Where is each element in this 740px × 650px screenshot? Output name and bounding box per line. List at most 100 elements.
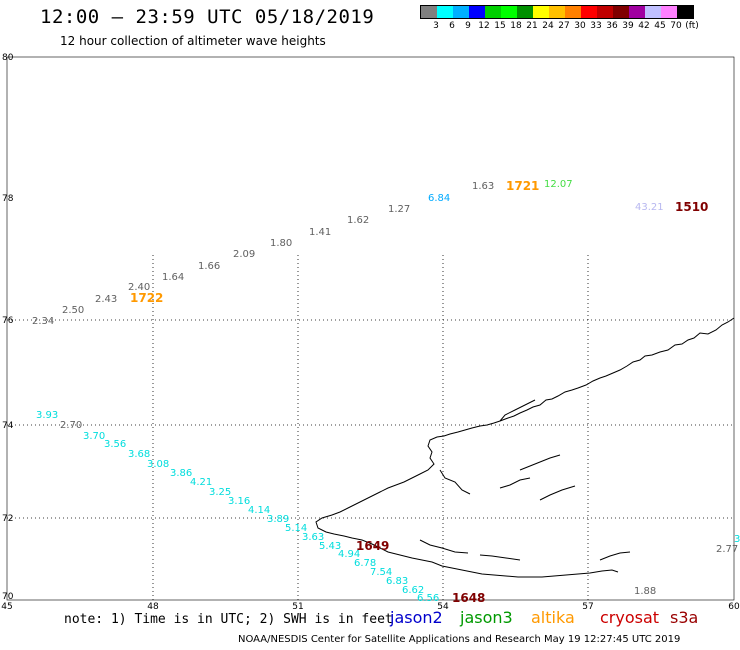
map-frame [6,56,735,601]
latitude-label: 72 [2,514,13,524]
wave-height-label: 2.34 [32,316,54,327]
latitude-label: 74 [2,421,14,431]
color-swatch [421,6,437,18]
wave-height-label: 3 [734,534,740,545]
color-scale-legend: 3 6 9 12 15 18 21 24 27 30 33 36 39 42 45 70 (ft) [420,5,699,33]
wave-height-label: 6.83 [386,576,408,587]
color-swatch [581,6,597,18]
longitude-label: 48 [147,602,159,612]
color-swatch [565,6,581,18]
coastline-inlet-4 [499,477,531,489]
wave-height-label: 12.07 [544,179,573,190]
coastline-inlet-7 [479,554,521,561]
longitude-label: 45 [1,602,12,612]
wave-height-label: 3.56 [104,439,126,450]
color-scale-tick: 33 [590,21,602,31]
color-scale-tick: 3 [433,21,439,31]
wave-height-label: 2.09 [233,249,255,260]
wave-height-label: 1.64 [162,272,184,283]
wave-height-label: 4.94 [338,549,360,560]
color-swatch [677,6,693,18]
coastline-inlet-5 [439,469,471,495]
wave-height-label: 3.63 [302,532,324,543]
color-scale-tick: 39 [622,21,634,31]
wave-height-label: 7.54 [370,567,392,578]
latitude-label: 80 [2,53,14,63]
color-swatch [549,6,565,18]
latitude-label: 70 [2,592,14,602]
color-scale-tick: 6 [449,21,455,31]
wave-height-label: 2.50 [62,305,84,316]
color-scale-tick: 70 [670,21,682,31]
color-swatch [645,6,661,18]
wave-height-label: 6.78 [354,558,376,569]
color-scale-ticks: 3 6 9 12 15 18 21 24 27 30 33 36 39 42 45 70 (ft) [420,19,699,33]
wave-height-label: 1.66 [198,261,220,272]
color-scale-tick: 21 [526,21,538,31]
wave-height-label: 6.62 [402,585,424,596]
color-scale-tick: 18 [510,21,522,31]
wave-height-label: 3.08 [147,459,169,470]
wave-height-label: 1.80 [270,238,292,249]
wave-height-label: 43.21 [635,202,664,213]
color-swatch [613,6,629,18]
color-swatch [437,6,453,18]
wave-height-label: 5.14 [285,523,307,534]
satellite-jason2: jason2 [390,608,443,627]
color-scale-tick: 27 [558,21,570,31]
longitude-label: 57 [582,602,593,612]
wave-height-label: 5.43 [319,541,341,552]
wave-height-label: 3.89 [267,514,289,525]
wave-height-label: 2.70 [60,420,82,431]
wave-height-label: 4.21 [190,477,212,488]
coastline-inlet-3 [539,485,576,501]
wave-height-label: 4.14 [248,505,270,516]
observation-time-label: 1648 [452,591,485,605]
longitude-label: 54 [437,602,449,612]
color-scale-tick: (ft) [685,21,699,31]
wave-height-label: 2.77 [716,544,738,555]
color-scale-tick: 42 [638,21,650,31]
wave-height-label: 6.56 [417,593,439,604]
coastline [315,317,735,578]
color-scale-tick: 24 [542,21,554,31]
latitude-label: 78 [2,194,14,204]
color-swatch [517,6,533,18]
color-swatch [629,6,645,18]
coastline-inlet-1 [499,399,536,422]
wave-height-label: 3.16 [228,496,250,507]
wave-height-label: 3.68 [128,449,150,460]
color-scale-tick: 36 [606,21,618,31]
longitude-label: 51 [292,602,303,612]
coastline-inlet-8 [599,551,631,561]
wave-height-label: 2.40 [128,282,150,293]
color-swatch [501,6,517,18]
longitude-label: 60 [728,602,740,612]
color-swatch [533,6,549,18]
map-subtitle: 12 hour collection of altimeter wave hei… [60,34,326,48]
latitude-label: 76 [2,316,14,326]
observation-time-label: 1721 [506,179,539,193]
observation-time-label: 1722 [130,291,163,305]
graticule [7,255,734,600]
color-swatch [469,6,485,18]
satellite-altika: altika [531,608,575,627]
coastline-inlet-6 [419,539,469,554]
wave-height-label: 3.25 [209,487,231,498]
color-scale-tick: 30 [574,21,586,31]
observation-time-label: 1510 [675,200,708,214]
satellite-s3a: s3a [670,608,699,627]
footer-note: note: 1) Time is in UTC; 2) SWH is in fe… [64,612,393,627]
wave-height-label: 3.70 [83,431,105,442]
color-scale-swatches [420,5,694,19]
color-scale-tick: 9 [465,21,471,31]
wave-height-label: 1.27 [388,204,410,215]
wave-height-label: 1.63 [472,181,494,192]
color-swatch [597,6,613,18]
coastline-inlet-2 [519,454,561,471]
observation-time-label: 1649 [356,539,389,553]
map-title: 12:00 – 23:59 UTC 05/18/2019 [40,6,375,28]
color-swatch [485,6,501,18]
